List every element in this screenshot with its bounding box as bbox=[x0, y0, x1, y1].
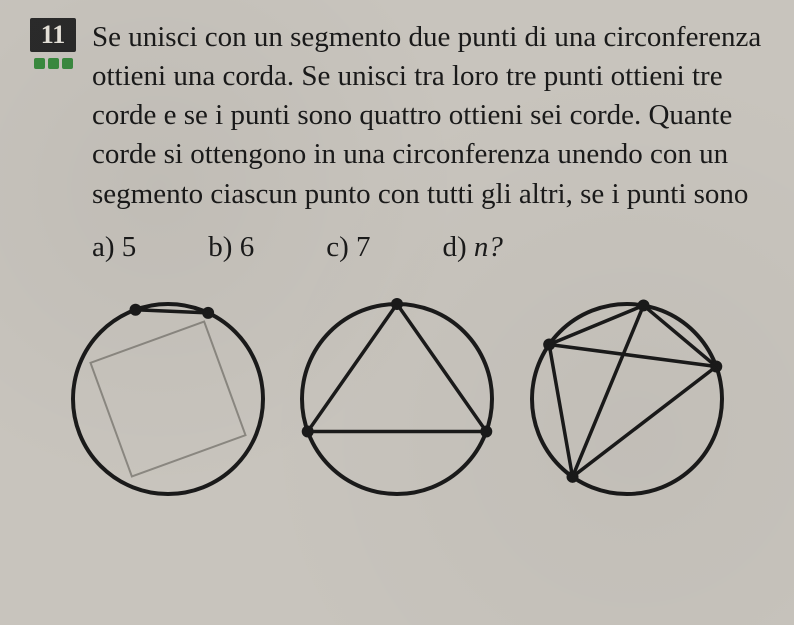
option-label: d) bbox=[442, 231, 466, 263]
option-d: d) n? bbox=[442, 228, 502, 267]
problem-number-badge: 11 bbox=[30, 18, 76, 52]
option-value: 5 bbox=[122, 231, 137, 263]
option-label: c) bbox=[326, 231, 349, 263]
option-label: b) bbox=[208, 231, 232, 263]
dot-icon bbox=[48, 58, 59, 69]
problem-text: Se unisci con un segmento due punti di u… bbox=[92, 18, 766, 214]
circle-diagram-icon bbox=[287, 289, 507, 509]
option-value: n? bbox=[474, 231, 503, 263]
option-b: b) 6 bbox=[208, 228, 254, 267]
circle-diagram-icon bbox=[58, 289, 278, 509]
option-value: 7 bbox=[356, 231, 371, 263]
option-label: a) bbox=[92, 231, 115, 263]
option-c: c) 7 bbox=[326, 228, 370, 267]
figure-2 bbox=[287, 289, 507, 509]
dot-icon bbox=[34, 58, 45, 69]
figures-row bbox=[28, 289, 766, 509]
page: 11 Se unisci con un segmento due punti d… bbox=[28, 18, 766, 615]
option-value: 6 bbox=[240, 231, 255, 263]
problem-text-column: Se unisci con un segmento due punti di u… bbox=[92, 18, 766, 267]
difficulty-dots bbox=[34, 58, 73, 69]
dot-icon bbox=[62, 58, 73, 69]
badge-column: 11 bbox=[28, 18, 78, 69]
figure-1 bbox=[58, 289, 278, 509]
problem-block: 11 Se unisci con un segmento due punti d… bbox=[28, 18, 766, 267]
circle-diagram-icon bbox=[517, 289, 737, 509]
option-a: a) 5 bbox=[92, 228, 136, 267]
figure-3 bbox=[517, 289, 737, 509]
options-row: a) 5 b) 6 c) 7 d) n? bbox=[92, 228, 766, 267]
